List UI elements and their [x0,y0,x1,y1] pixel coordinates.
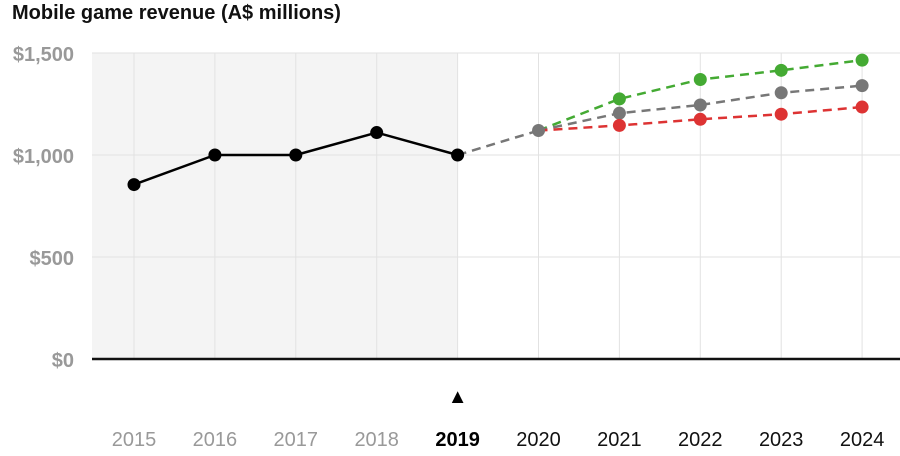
x-tick-label: 2018 [354,429,399,451]
projection-point [855,79,869,93]
projection-point [693,112,707,126]
y-tick-label: $500 [30,248,75,270]
projection-point [612,92,626,106]
projection-series-line [538,105,863,132]
x-tick-label: 2022 [678,429,723,451]
historical-shade [92,53,458,359]
projection-series-line [538,84,863,132]
historical-point [370,126,384,140]
current-year-marker: ▲ [448,386,468,408]
historical-point [208,148,222,162]
projection-point [774,107,788,121]
y-tick-label: $0 [52,350,74,372]
projection-point [774,86,788,100]
projection-point [774,63,788,77]
projection-link-line [457,129,539,157]
x-tick-label: 2021 [597,429,642,451]
projection-point [612,118,626,132]
x-tick-label: 2024 [840,429,885,451]
projection-point [693,73,707,87]
projection-start-point [532,124,545,138]
x-tick-label: 2016 [193,429,238,451]
x-tick-label: 2023 [759,429,804,451]
y-tick-label: $1,500 [13,44,74,66]
projection-point [855,53,869,67]
historical-point [451,148,465,162]
y-tick-label: $1,000 [13,146,74,168]
projection-point [612,106,626,120]
historical-point [127,178,141,192]
x-tick-label: 2019 [435,429,480,451]
x-tick-label: 2017 [274,429,319,451]
x-tick-label: 2020 [516,429,561,451]
projection-point [855,100,869,114]
historical-point [289,148,303,162]
x-tick-label: 2015 [112,429,157,451]
projection-point [693,98,707,112]
chart-title: Mobile game revenue (A$ millions) [12,2,341,24]
